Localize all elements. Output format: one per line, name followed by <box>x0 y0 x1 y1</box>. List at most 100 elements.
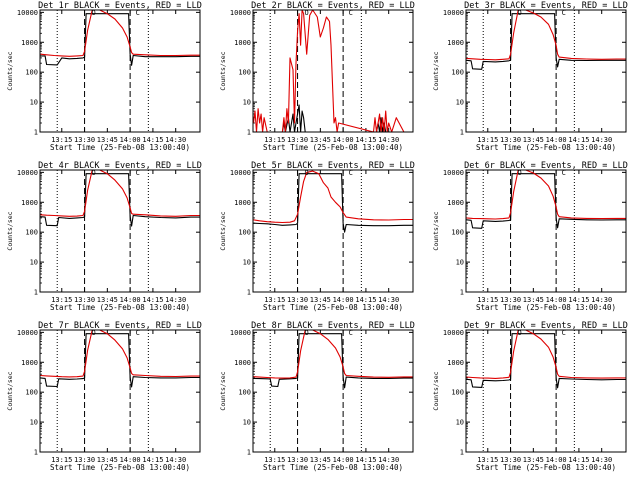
x-tick-label: 14:30 <box>378 456 399 464</box>
y-tick-label: 10000 <box>230 329 251 337</box>
x-tick-label: 14:15 <box>142 136 163 144</box>
panel-det-3: Det 3r BLACK = Events, RED = LLD Start Ti… <box>432 1 628 152</box>
time-marker-label: C <box>349 169 353 177</box>
y-tick-label: 100 <box>451 389 464 397</box>
x-tick-label: 14:15 <box>355 136 376 144</box>
x-tick-label: 14:00 <box>120 136 141 144</box>
x-axis-label: Start Time (25-Feb-08 13:00:40) <box>263 143 403 152</box>
y-tick-label: 1 <box>460 129 464 137</box>
x-axis-label: Start Time (25-Feb-08 13:00:40) <box>476 143 616 152</box>
y-tick-label: 10 <box>30 419 38 427</box>
x-tick-label: 14:15 <box>355 456 376 464</box>
y-tick-label: 100 <box>25 229 38 237</box>
plot-frame <box>252 169 414 293</box>
y-tick-label: 10 <box>243 259 251 267</box>
x-tick-label: 13:15 <box>264 456 285 464</box>
plot-frame <box>39 169 201 293</box>
plot-frame <box>252 9 414 133</box>
y-tick-label: 1000 <box>234 199 251 207</box>
time-marker-label: C <box>349 9 353 17</box>
x-tick-label: 13:15 <box>51 456 72 464</box>
y-tick-label: 1000 <box>234 39 251 47</box>
y-axis-label: Counts/sec <box>432 211 440 250</box>
y-tick-label: 10000 <box>17 329 38 337</box>
y-tick-label: 10000 <box>17 9 38 17</box>
x-tick-label: 13:30 <box>287 456 308 464</box>
y-tick-label: 10000 <box>17 169 38 177</box>
plot-frame <box>465 9 627 133</box>
panel-title: Det 4r BLACK = Events, RED = LLD <box>38 161 202 171</box>
x-tick-label: 13:45 <box>310 296 331 304</box>
y-tick-label: 10 <box>456 259 464 267</box>
panel-title: Det 1r BLACK = Events, RED = LLD <box>38 1 202 11</box>
x-tick-label: 13:30 <box>287 296 308 304</box>
panel-det-4: Det 4r BLACK = Events, RED = LLD Start Ti… <box>6 161 202 312</box>
y-tick-label: 100 <box>238 69 251 77</box>
time-marker-label: O <box>92 329 96 337</box>
x-tick-label: 14:00 <box>333 296 354 304</box>
panel-det-2: Det 2r BLACK = Events, RED = LLD Start Ti… <box>219 1 415 152</box>
x-tick-label: 13:30 <box>287 136 308 144</box>
series-line-lld <box>466 169 626 220</box>
x-axis-label: Start Time (25-Feb-08 13:00:40) <box>50 143 190 152</box>
time-marker-label: C <box>562 329 566 337</box>
y-tick-label: 1 <box>460 289 464 297</box>
y-tick-label: 1 <box>460 449 464 457</box>
y-axis-label: Counts/sec <box>6 371 14 410</box>
series-line-events <box>466 13 626 70</box>
plot-frame <box>252 329 414 453</box>
time-marker-label: O <box>92 9 96 17</box>
x-tick-label: 14:15 <box>142 456 163 464</box>
y-tick-label: 10 <box>243 419 251 427</box>
time-marker-label: C <box>562 169 566 177</box>
y-tick-label: 10 <box>456 99 464 107</box>
y-tick-label: 1 <box>247 289 251 297</box>
panel-title: Det 7r BLACK = Events, RED = LLD <box>38 321 202 331</box>
x-axis-label: Start Time (25-Feb-08 13:00:40) <box>476 463 616 472</box>
x-tick-label: 13:30 <box>500 136 521 144</box>
x-tick-label: 14:15 <box>568 136 589 144</box>
panel-det-6: Det 6r BLACK = Events, RED = LLD Start Ti… <box>432 161 628 312</box>
time-marker-label: C <box>562 9 566 17</box>
y-tick-label: 1000 <box>21 39 38 47</box>
y-tick-label: 100 <box>238 229 251 237</box>
y-tick-label: 1000 <box>21 359 38 367</box>
y-tick-label: 1000 <box>447 199 464 207</box>
panel-det-8: Det 8r BLACK = Events, RED = LLD Start Ti… <box>219 321 415 472</box>
time-marker-label: O <box>92 169 96 177</box>
series-line-lld <box>40 9 200 57</box>
x-tick-label: 13:45 <box>523 136 544 144</box>
time-marker-label: O <box>305 169 309 177</box>
series-line-lld <box>253 329 413 379</box>
x-tick-label: 14:00 <box>120 456 141 464</box>
series-line-events <box>466 173 626 229</box>
plot-frame <box>465 169 627 293</box>
panel-title: Det 2r BLACK = Events, RED = LLD <box>251 1 415 11</box>
x-axis-label: Start Time (25-Feb-08 13:00:40) <box>263 463 403 472</box>
series-line-lld <box>466 329 626 379</box>
y-tick-label: 1 <box>247 129 251 137</box>
x-tick-label: 14:15 <box>568 296 589 304</box>
time-marker-label: O <box>518 329 522 337</box>
x-tick-label: 13:30 <box>500 456 521 464</box>
y-tick-label: 10000 <box>230 169 251 177</box>
y-tick-label: 1000 <box>234 359 251 367</box>
time-marker-label: O <box>305 329 309 337</box>
x-tick-label: 14:15 <box>142 296 163 304</box>
series-line-lld <box>252 9 405 133</box>
series-line-events <box>253 173 413 233</box>
x-tick-label: 14:30 <box>165 136 186 144</box>
x-tick-label: 14:00 <box>546 136 567 144</box>
panel-det-9: Det 9r BLACK = Events, RED = LLD Start Ti… <box>432 321 628 472</box>
time-marker-label: C <box>136 169 140 177</box>
time-marker-label: C <box>349 329 353 337</box>
x-tick-label: 13:15 <box>477 456 498 464</box>
x-tick-label: 14:30 <box>591 296 612 304</box>
time-marker-label: O <box>518 9 522 17</box>
panel-title: Det 3r BLACK = Events, RED = LLD <box>464 1 628 11</box>
x-tick-label: 14:30 <box>591 456 612 464</box>
series-line-events <box>40 173 200 227</box>
time-marker-label: O <box>305 9 309 17</box>
y-axis-label: Counts/sec <box>432 51 440 90</box>
plot-frame <box>465 329 627 453</box>
